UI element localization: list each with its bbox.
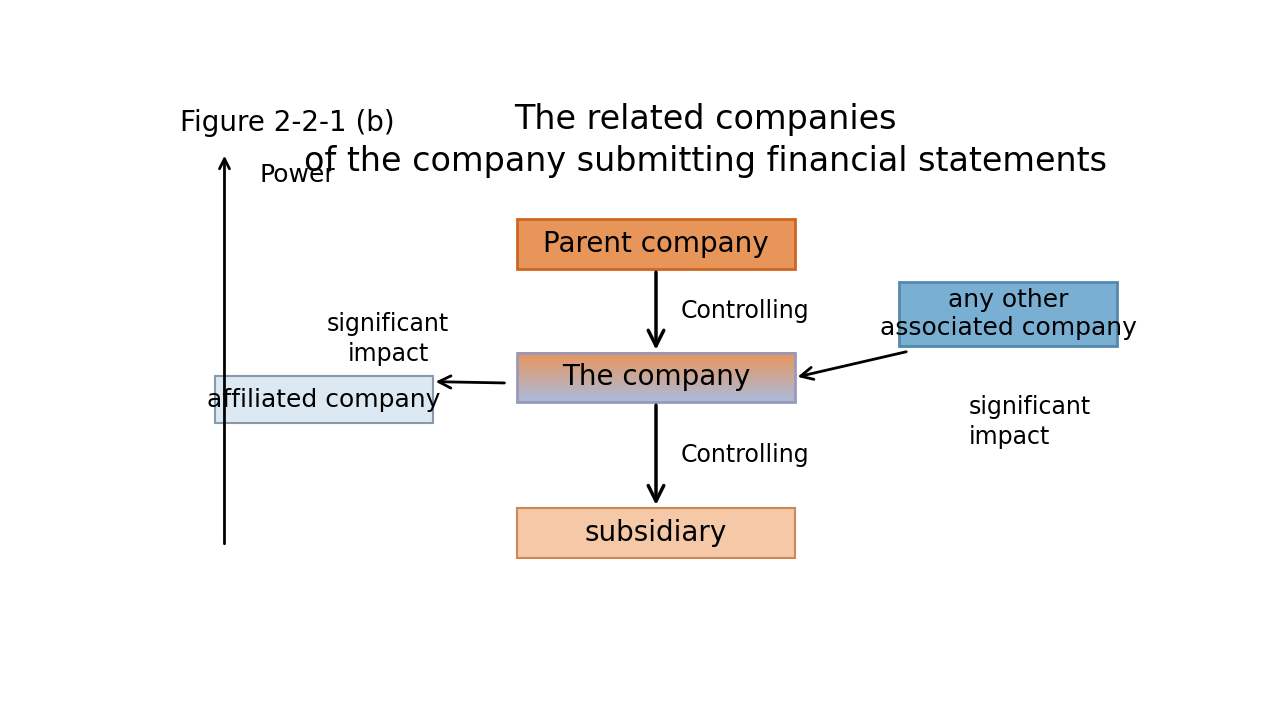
FancyBboxPatch shape <box>517 382 795 383</box>
FancyBboxPatch shape <box>517 395 795 396</box>
FancyBboxPatch shape <box>517 387 795 388</box>
FancyBboxPatch shape <box>517 371 795 372</box>
FancyBboxPatch shape <box>517 352 795 354</box>
FancyBboxPatch shape <box>517 385 795 387</box>
FancyBboxPatch shape <box>517 364 795 365</box>
FancyBboxPatch shape <box>517 390 795 392</box>
FancyBboxPatch shape <box>517 360 795 361</box>
FancyBboxPatch shape <box>517 379 795 380</box>
FancyBboxPatch shape <box>517 357 795 359</box>
Text: Controlling: Controlling <box>681 299 809 323</box>
FancyBboxPatch shape <box>517 392 795 394</box>
FancyBboxPatch shape <box>517 375 795 377</box>
FancyBboxPatch shape <box>517 354 795 355</box>
FancyBboxPatch shape <box>517 389 795 390</box>
Text: significant
impact: significant impact <box>969 395 1091 449</box>
FancyBboxPatch shape <box>517 399 795 400</box>
FancyBboxPatch shape <box>517 362 795 364</box>
FancyBboxPatch shape <box>517 364 795 366</box>
Text: The related companies
of the company submitting financial statements: The related companies of the company sub… <box>305 103 1107 178</box>
FancyBboxPatch shape <box>517 400 795 401</box>
FancyBboxPatch shape <box>517 363 795 364</box>
FancyBboxPatch shape <box>517 374 795 376</box>
FancyBboxPatch shape <box>517 391 795 392</box>
FancyBboxPatch shape <box>517 355 795 356</box>
FancyBboxPatch shape <box>517 353 795 354</box>
FancyBboxPatch shape <box>517 359 795 360</box>
FancyBboxPatch shape <box>517 369 795 371</box>
FancyBboxPatch shape <box>517 397 795 399</box>
FancyBboxPatch shape <box>517 397 795 398</box>
FancyBboxPatch shape <box>517 361 795 362</box>
FancyBboxPatch shape <box>517 378 795 379</box>
FancyBboxPatch shape <box>517 373 795 374</box>
FancyBboxPatch shape <box>517 395 795 397</box>
Text: subsidiary: subsidiary <box>585 518 727 546</box>
FancyBboxPatch shape <box>517 356 795 358</box>
FancyBboxPatch shape <box>517 392 795 393</box>
Text: any other
associated company: any other associated company <box>879 288 1137 340</box>
FancyBboxPatch shape <box>517 400 795 402</box>
FancyBboxPatch shape <box>517 374 795 375</box>
FancyBboxPatch shape <box>517 401 795 402</box>
FancyBboxPatch shape <box>517 394 795 395</box>
FancyBboxPatch shape <box>517 354 795 356</box>
FancyBboxPatch shape <box>517 372 795 373</box>
FancyBboxPatch shape <box>517 366 795 367</box>
FancyBboxPatch shape <box>517 220 795 269</box>
FancyBboxPatch shape <box>517 369 795 370</box>
Text: Power: Power <box>259 163 335 187</box>
FancyBboxPatch shape <box>517 386 795 387</box>
FancyBboxPatch shape <box>517 358 795 359</box>
Text: The company: The company <box>562 364 750 392</box>
FancyBboxPatch shape <box>517 390 795 391</box>
FancyBboxPatch shape <box>517 377 795 378</box>
FancyBboxPatch shape <box>517 379 795 381</box>
FancyBboxPatch shape <box>517 384 795 385</box>
Text: Controlling: Controlling <box>681 443 809 467</box>
Text: affiliated company: affiliated company <box>207 387 440 412</box>
FancyBboxPatch shape <box>517 359 795 361</box>
FancyBboxPatch shape <box>517 381 795 382</box>
FancyBboxPatch shape <box>517 380 795 382</box>
FancyBboxPatch shape <box>517 383 795 384</box>
Text: Parent company: Parent company <box>543 230 769 258</box>
FancyBboxPatch shape <box>517 367 795 369</box>
FancyBboxPatch shape <box>517 376 795 377</box>
FancyBboxPatch shape <box>517 384 795 386</box>
FancyBboxPatch shape <box>517 508 795 557</box>
FancyBboxPatch shape <box>517 368 795 369</box>
FancyBboxPatch shape <box>215 376 433 423</box>
FancyBboxPatch shape <box>517 370 795 372</box>
Text: significant
impact: significant impact <box>326 312 449 366</box>
FancyBboxPatch shape <box>517 396 795 397</box>
FancyBboxPatch shape <box>517 387 795 389</box>
FancyBboxPatch shape <box>517 365 795 366</box>
FancyBboxPatch shape <box>899 282 1117 346</box>
Text: Figure 2-2-1 (b): Figure 2-2-1 (b) <box>179 109 394 137</box>
